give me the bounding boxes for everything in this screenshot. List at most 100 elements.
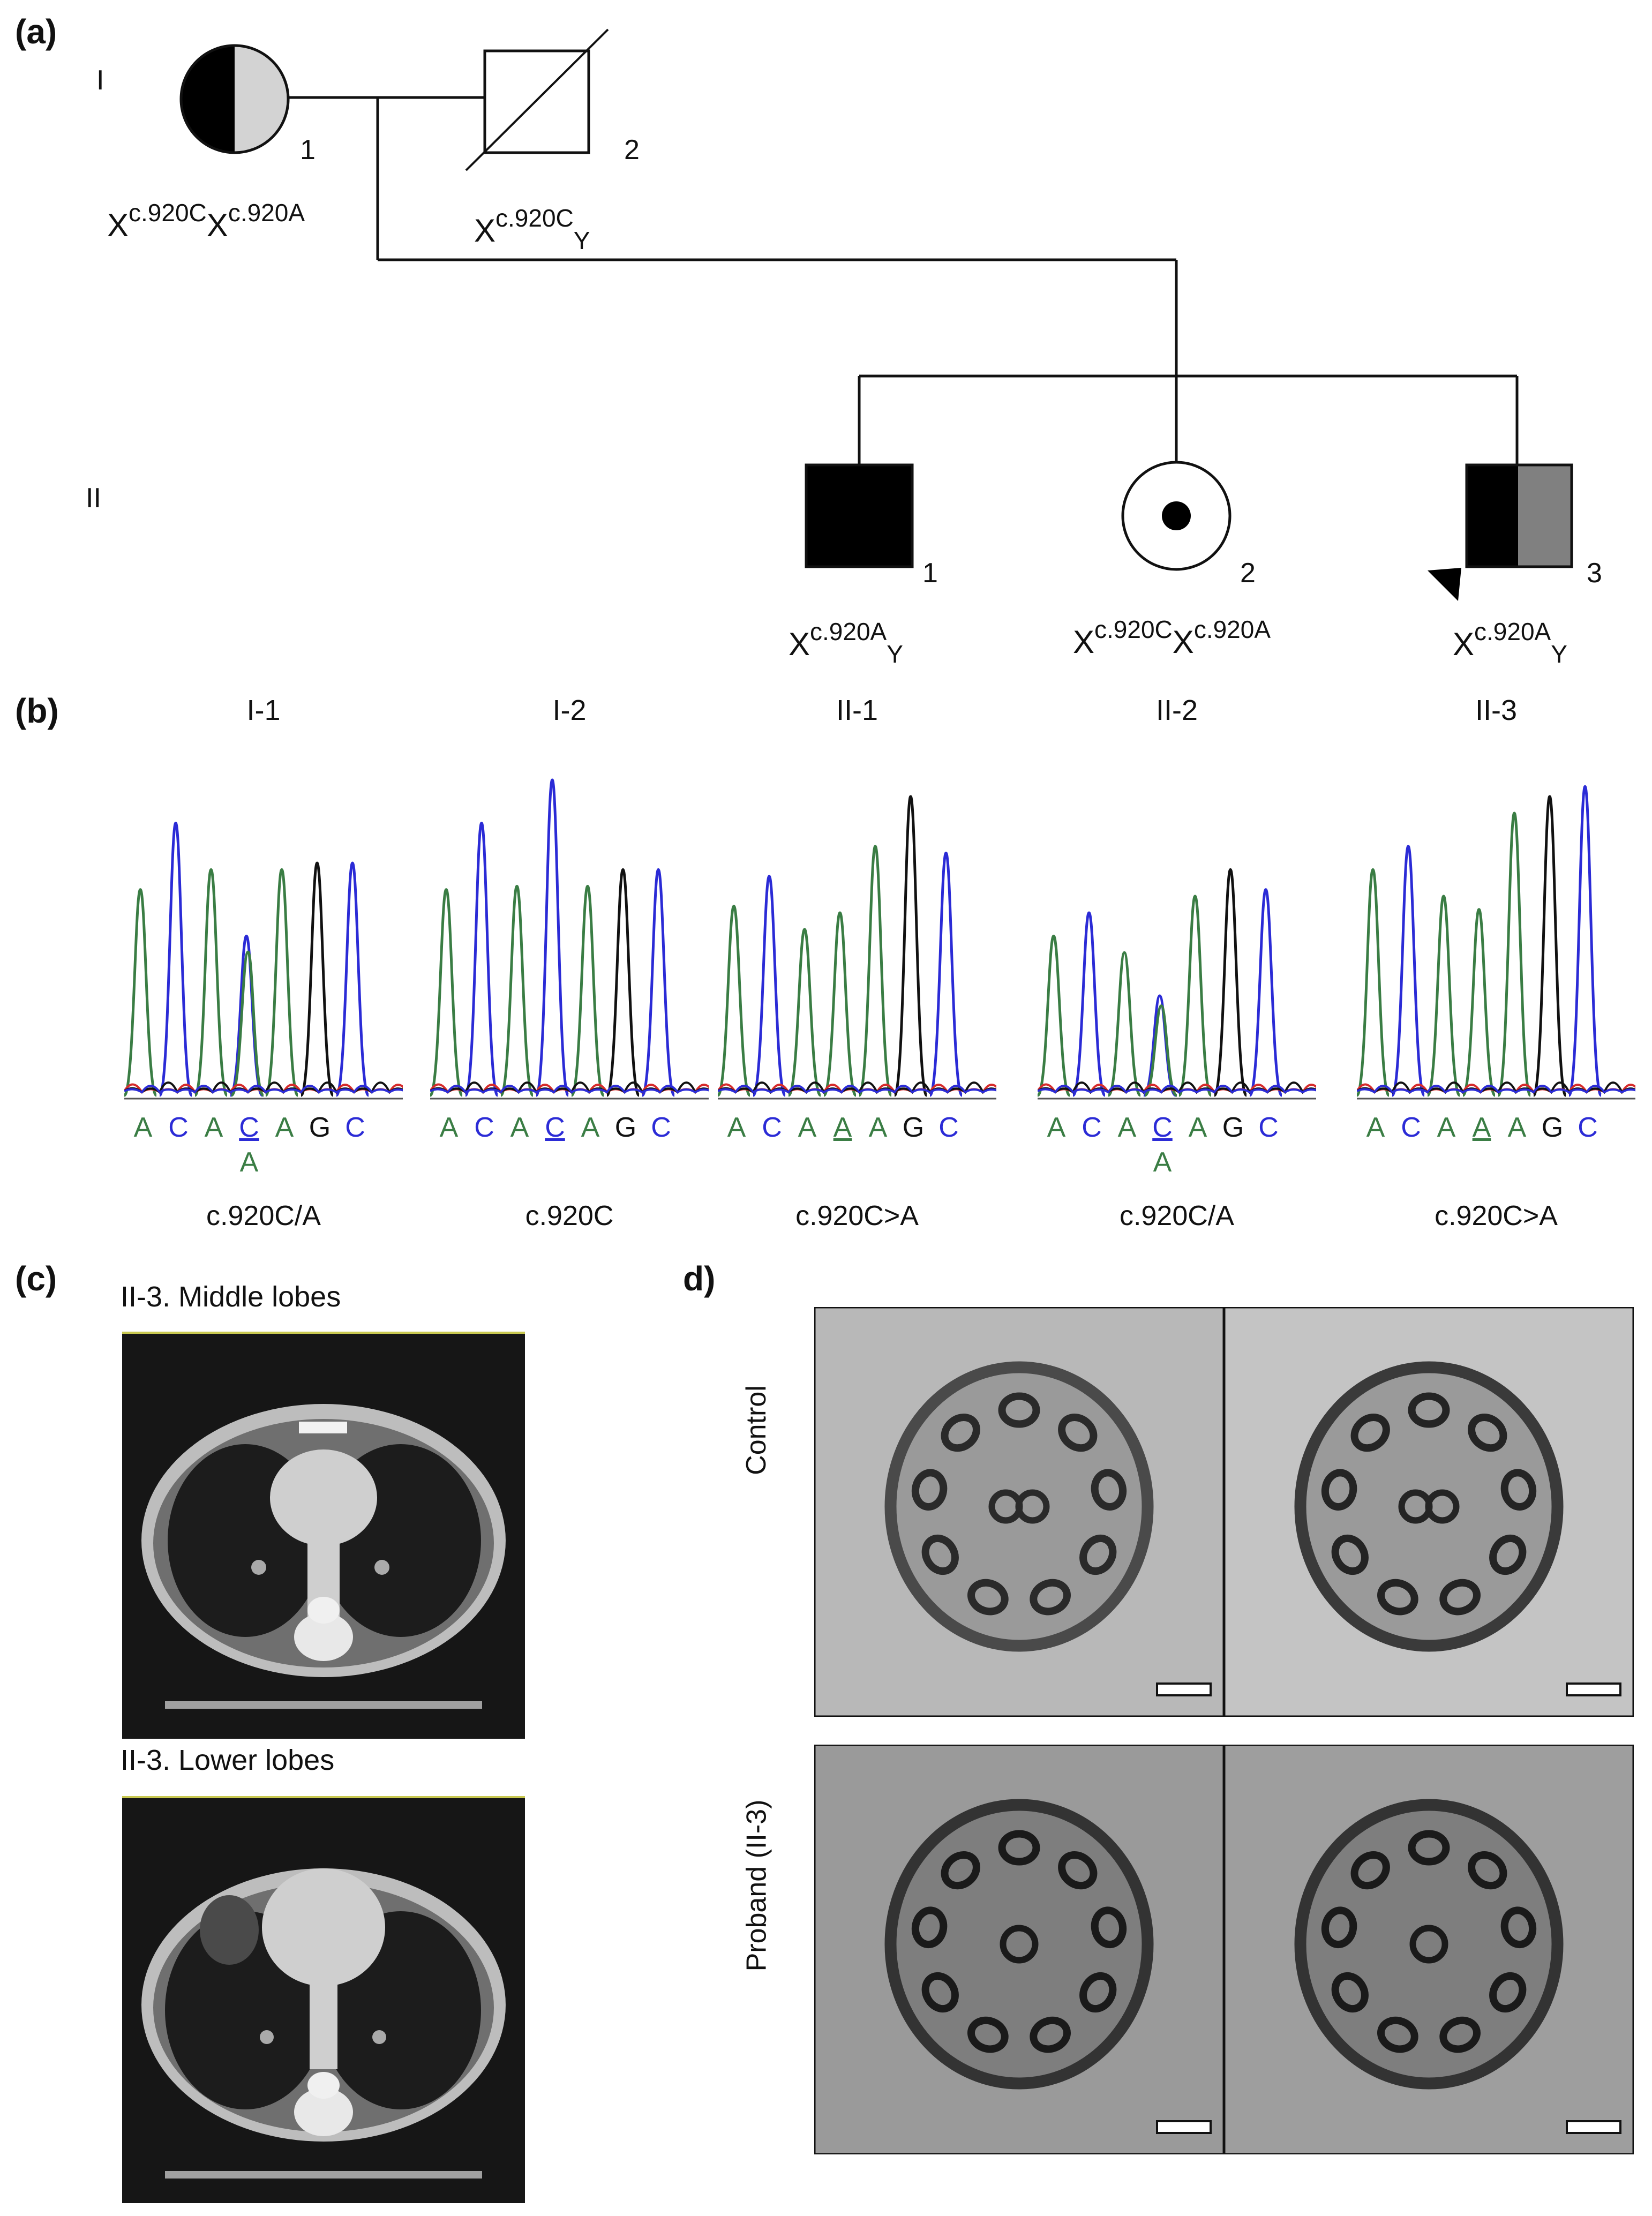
chromatogram-peak (299, 861, 335, 1097)
microtubule-doublet (1350, 1413, 1390, 1452)
em-proband-label: Proband (II-3) (741, 1799, 772, 1972)
pedigree-II-2-genotype: Xc.920CXc.920A (1073, 615, 1271, 660)
genotype-result: c.920C>A (1435, 1200, 1558, 1231)
chromatogram-peak (893, 795, 928, 1097)
sequence-sample-label: I-2 (552, 694, 587, 726)
pedigree-I-1-genotype: Xc.920CXc.920A (107, 199, 305, 243)
base-call: G (309, 1112, 331, 1143)
chromatogram (430, 778, 709, 1100)
microtubule-doublet (941, 1851, 980, 1890)
scale-bar (1566, 2120, 1621, 2134)
genotype-result: c.920C>A (795, 1200, 919, 1231)
microtubule-doublet (1468, 1413, 1507, 1452)
microtubule-doublet (967, 1579, 1009, 1616)
proband-arrow-icon (1428, 568, 1461, 601)
microtubule-doublet (1058, 1851, 1098, 1890)
chromatogram (1038, 868, 1316, 1100)
genotype-result: c.920C/A (206, 1200, 321, 1231)
pedigree-II-3-genotype: Xc.920AY (1453, 618, 1567, 668)
sequence-sample-label: II-2 (1155, 694, 1198, 726)
microtubule-doublet (921, 1534, 959, 1575)
central-microtubule (1000, 1925, 1039, 1964)
panel-a-label: (a) (15, 12, 57, 51)
panel-b-label: (b) (15, 692, 59, 730)
panel-c-label: (c) (15, 1259, 57, 1298)
base-call: C (1258, 1112, 1279, 1143)
base-call: A (868, 1112, 888, 1143)
microtubule-doublet (1377, 2016, 1418, 2053)
microtubule-doublet (1091, 1906, 1127, 1949)
base-call: C (474, 1112, 494, 1143)
em-micrograph (1224, 1745, 1634, 2154)
base-call: A (133, 1112, 153, 1143)
microtubule-doublet (1058, 1413, 1098, 1452)
chromatogram-peak (787, 928, 822, 1097)
base-call: A (1188, 1112, 1207, 1143)
chromatogram-peak (193, 868, 229, 1097)
sequence-sample-label: II-1 (836, 694, 878, 726)
base-call: A (204, 1112, 223, 1143)
microtubule-doublet (1079, 1972, 1117, 2013)
chromatogram-peak (535, 778, 570, 1097)
chromatogram-peak (858, 845, 893, 1097)
chromatogram-peak (1357, 868, 1391, 1097)
chromatogram-peak (499, 884, 535, 1097)
microtubule-doublet (1500, 1906, 1537, 1949)
base-call: C (545, 1112, 565, 1143)
microtubule-doublet (1331, 1534, 1369, 1575)
pedigree-I-2-genotype: Xc.920CY (474, 204, 590, 254)
chromatogram-peak (570, 884, 605, 1097)
chromatogram-peak (1213, 868, 1248, 1097)
microtubule-doublet (998, 1392, 1040, 1428)
chromatogram-peak (124, 888, 158, 1097)
microtubule-doublet (911, 1469, 948, 1511)
base-call: A (275, 1112, 294, 1143)
pedigree-II-2-symbol (1121, 461, 1232, 571)
em-micrograph (1224, 1307, 1634, 1717)
generation-I-label: I (96, 65, 104, 96)
base-call: G (1222, 1112, 1244, 1143)
panel-d-label: d) (683, 1259, 716, 1298)
central-pair (1015, 1489, 1050, 1524)
chromatogram-peak (822, 911, 858, 1097)
base-call: A (1117, 1112, 1137, 1143)
base-call: G (902, 1112, 925, 1143)
chromatogram-peak (752, 875, 787, 1097)
microtubule-doublet (1408, 1392, 1450, 1428)
chromatogram-peak (928, 851, 964, 1097)
base-call: A (581, 1112, 600, 1143)
chromatogram-peak (158, 822, 193, 1097)
ct-middle-image (122, 1332, 525, 1739)
pedigree-lines (288, 96, 1519, 465)
pedigree-I-2-number: 2 (624, 134, 640, 166)
chromatogram-peak (718, 905, 752, 1097)
central-microtubule (1409, 1925, 1448, 1964)
chromatogram-alt-peak (230, 950, 265, 1097)
microtubule-doublet (1439, 2016, 1481, 2053)
base-call: C (762, 1112, 782, 1143)
pedigree-I-1-number: 1 (300, 134, 316, 166)
base-call: A (510, 1112, 529, 1143)
base-call: A (798, 1112, 817, 1143)
microtubule-doublet (1079, 1534, 1117, 1575)
chromatogram-peak (1071, 911, 1107, 1097)
chromatogram-noise (1357, 1085, 1635, 1094)
chromatogram-peak (464, 822, 499, 1097)
base-call: C (1401, 1112, 1421, 1143)
sequence-sample-label: I-1 (246, 694, 281, 726)
microtubule-doublet (1377, 1579, 1418, 1616)
pedigree-II-1-genotype: Xc.920AY (789, 618, 903, 668)
microtubule-doublet (1350, 1851, 1390, 1890)
microtubule-doublet (1321, 1906, 1357, 1949)
microtubule-doublet (967, 2016, 1009, 2053)
base-call: C (168, 1112, 189, 1143)
ct-lower-image (122, 1796, 525, 2203)
chromatogram-peak (1532, 795, 1567, 1097)
microtubule-doublet (1030, 2016, 1071, 2053)
scale-bar (1156, 2120, 1212, 2134)
chromatogram-peak (1391, 845, 1426, 1097)
base-call: A (439, 1112, 459, 1143)
base-call: A (1437, 1112, 1456, 1143)
